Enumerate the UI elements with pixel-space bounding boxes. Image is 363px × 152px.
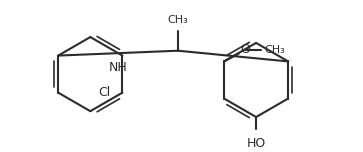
Text: CH₃: CH₃ [264, 45, 285, 55]
Text: HO: HO [246, 136, 266, 150]
Text: NH: NH [109, 61, 127, 74]
Text: Cl: Cl [98, 86, 111, 99]
Text: CH₃: CH₃ [168, 15, 188, 25]
Text: O: O [241, 43, 250, 56]
